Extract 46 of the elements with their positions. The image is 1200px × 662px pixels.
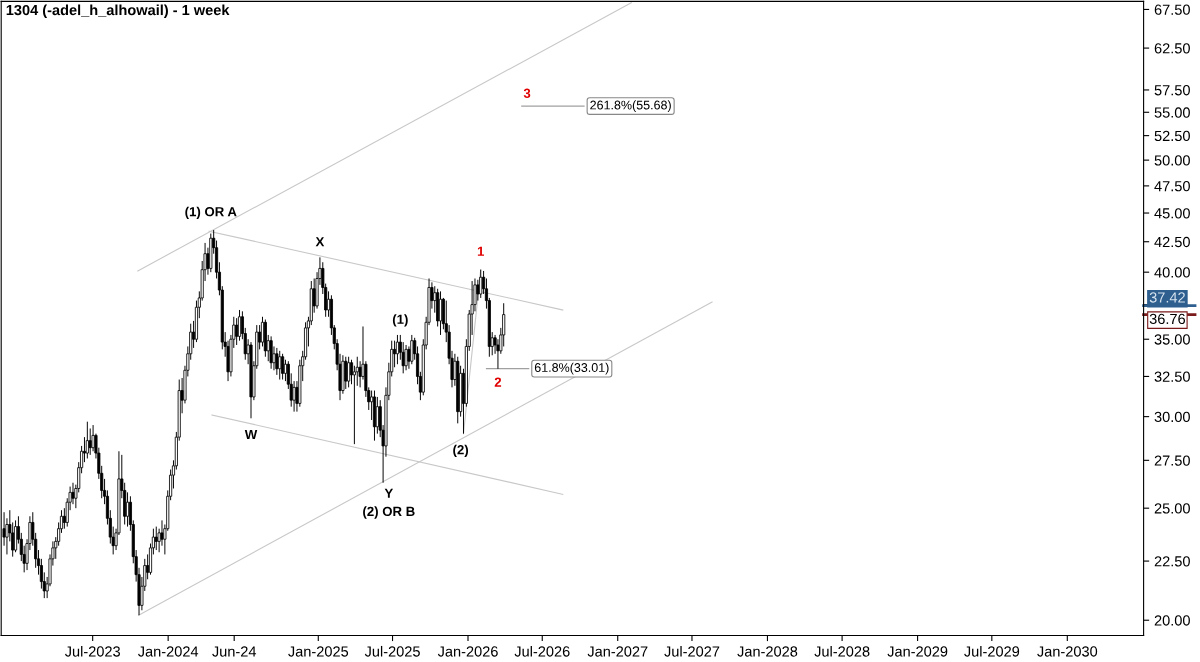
annotation: W xyxy=(244,429,258,439)
x-tick-label: Jul-2026 xyxy=(514,645,570,657)
annotation: 261.8%(55.68) xyxy=(590,100,671,112)
y-tick-label: 50.00 xyxy=(1154,155,1190,166)
x-tick-label: Jun-24 xyxy=(212,646,257,657)
y-tick-label: 27.50 xyxy=(1154,455,1190,466)
y-tick-label: 20.00 xyxy=(1154,615,1190,626)
y-tick-label: 45.00 xyxy=(1154,208,1190,219)
annotation: Y xyxy=(384,488,394,498)
x-tick-label: Jan-2024 xyxy=(137,646,199,657)
y-tick-label: 30.00 xyxy=(1154,411,1190,423)
annotation: (1) OR A xyxy=(185,206,237,219)
y-tick-label: 42.50 xyxy=(1154,236,1190,248)
y-tick-label: 32.50 xyxy=(1154,371,1190,382)
x-tick-label: Jul-2027 xyxy=(664,645,720,657)
annotation: (2) OR B xyxy=(363,506,415,519)
x-tick-label: Jul-2023 xyxy=(64,645,121,657)
y-tick-label: 22.50 xyxy=(1154,556,1190,567)
y-tick-label: 55.00 xyxy=(1154,107,1190,118)
x-tick-label: Jul-2025 xyxy=(364,645,420,657)
x-tick-label: Jan-2027 xyxy=(587,646,648,657)
y-tick-label: 67.50 xyxy=(1154,4,1190,15)
annotation: (1) xyxy=(392,314,408,327)
annotation: 3 xyxy=(523,88,531,98)
x-tick-label: Jul-2028 xyxy=(814,645,870,657)
y-tick-label: 52.50 xyxy=(1154,130,1190,142)
annotation: 61.8%(33.01) xyxy=(534,362,609,375)
chart-title: 1304 (-adel_h_alhowail) - 1 week xyxy=(6,4,230,19)
ref-line-label: 36.76 xyxy=(1149,313,1186,325)
x-tick-label: Jul-2029 xyxy=(964,645,1020,657)
annotation: 2 xyxy=(494,377,502,387)
y-tick-label: 35.00 xyxy=(1154,334,1190,345)
x-tick-label: Jan-2030 xyxy=(1037,646,1098,657)
x-tick-label: Jan-2029 xyxy=(887,646,948,657)
y-tick-label: 40.00 xyxy=(1154,267,1190,278)
annotation: X xyxy=(315,237,325,247)
ref-line-label: 37.42 xyxy=(1149,292,1185,303)
y-tick-label: 25.00 xyxy=(1154,503,1190,514)
x-tick-label: Jan-2026 xyxy=(437,646,498,657)
y-tick-label: 57.50 xyxy=(1154,85,1190,96)
annotation: (2) xyxy=(453,444,469,458)
x-tick-label: Jan-2028 xyxy=(737,646,798,657)
y-tick-label: 47.50 xyxy=(1154,180,1190,192)
y-tick-label: 62.50 xyxy=(1154,43,1190,54)
annotation: 1 xyxy=(477,246,485,256)
x-tick-label: Jan-2025 xyxy=(288,646,349,657)
